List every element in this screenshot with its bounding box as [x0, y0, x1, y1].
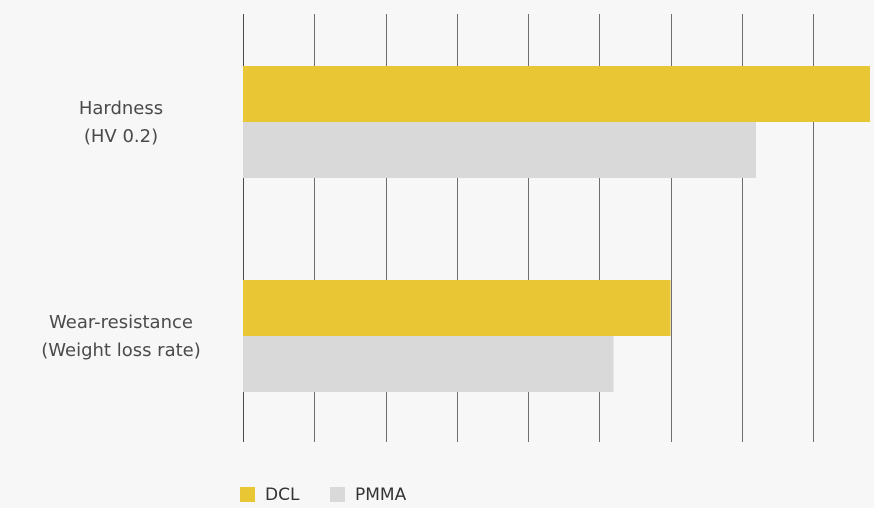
bar-dcl-1: [243, 280, 671, 336]
bars: [243, 66, 870, 392]
category-labels: Hardness (HV 0.2) Wear-resistance (Weight l…: [41, 98, 201, 361]
legend-swatch-pmma: [330, 487, 345, 502]
legend-label-dcl: DCL: [265, 485, 300, 505]
bar-pmma-1: [243, 336, 614, 392]
legend: DCL PMMA: [240, 485, 407, 505]
category-label: Wear-resistance: [49, 312, 193, 333]
bar-pmma-0: [243, 122, 756, 178]
category-label: (Weight loss rate): [41, 340, 201, 361]
category-label: Hardness: [79, 98, 163, 119]
legend-swatch-dcl: [240, 487, 255, 502]
bar-dcl-0: [243, 66, 870, 122]
category-label: (HV 0.2): [84, 126, 158, 147]
legend-label-pmma: PMMA: [355, 485, 407, 505]
